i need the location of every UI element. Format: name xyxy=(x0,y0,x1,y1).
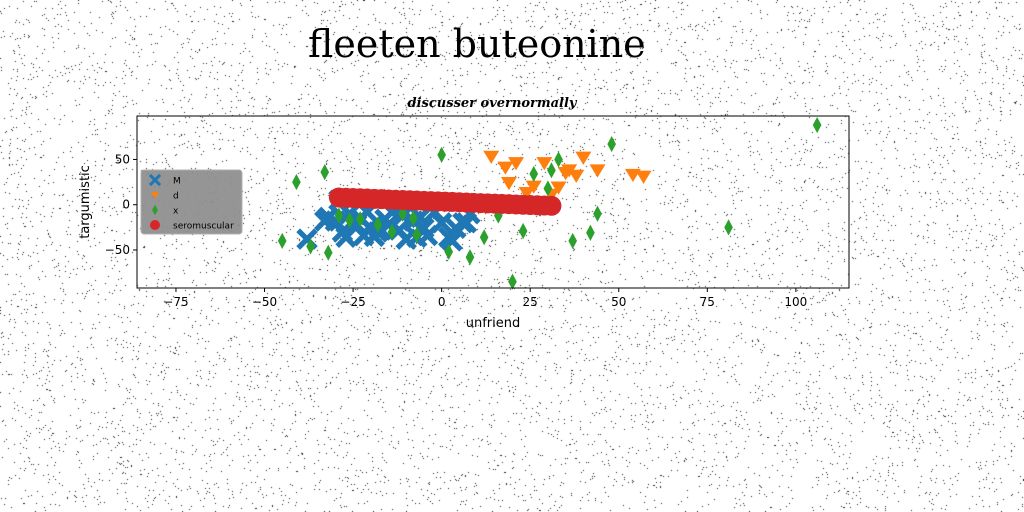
data-point xyxy=(508,274,517,290)
data-point xyxy=(593,206,602,222)
legend-label: seromuscular xyxy=(173,222,234,232)
y-tick-label: −50 xyxy=(105,243,130,257)
data-point xyxy=(586,225,595,241)
data-point xyxy=(324,245,333,261)
data-point xyxy=(636,171,652,184)
legend: Mdx seromuscular xyxy=(141,170,242,234)
data-point xyxy=(589,164,605,177)
data-point xyxy=(568,233,577,249)
data-point xyxy=(547,162,556,178)
data-point xyxy=(813,117,822,133)
x-tick-label: 25 xyxy=(523,295,538,309)
data-point xyxy=(320,164,329,180)
data-point xyxy=(541,196,561,216)
data-point xyxy=(292,174,301,190)
data-point xyxy=(554,151,563,167)
data-point xyxy=(466,249,475,265)
legend-label: x xyxy=(173,207,179,217)
plot-area xyxy=(278,117,822,290)
data-point xyxy=(497,162,513,175)
x-tick-label: 100 xyxy=(784,295,807,309)
x-tick-label: 75 xyxy=(700,295,715,309)
data-point xyxy=(575,152,591,165)
x-tick-label: 0 xyxy=(438,295,446,309)
y-tick-label: 0 xyxy=(122,198,130,212)
data-point xyxy=(529,166,538,182)
x-tick-label: −25 xyxy=(340,295,365,309)
x-tick-label: 50 xyxy=(611,295,626,309)
legend-label: d xyxy=(173,192,179,202)
y-axis-label: targumistic xyxy=(78,165,93,239)
x-axis-label: unfriend xyxy=(466,316,521,331)
data-point xyxy=(278,233,287,249)
data-point xyxy=(519,223,528,239)
legend-label: M xyxy=(173,177,181,187)
data-point xyxy=(437,147,446,163)
data-point xyxy=(480,229,489,245)
y-tick-label: 50 xyxy=(115,152,130,166)
chart-title: discusser overnormally xyxy=(408,96,578,111)
data-point xyxy=(607,136,616,152)
x-tick-label: −75 xyxy=(163,295,188,309)
data-point xyxy=(724,219,733,235)
data-point xyxy=(501,177,517,190)
x-tick-label: −50 xyxy=(252,295,277,309)
legend-marker xyxy=(150,220,160,230)
data-point xyxy=(483,151,499,164)
